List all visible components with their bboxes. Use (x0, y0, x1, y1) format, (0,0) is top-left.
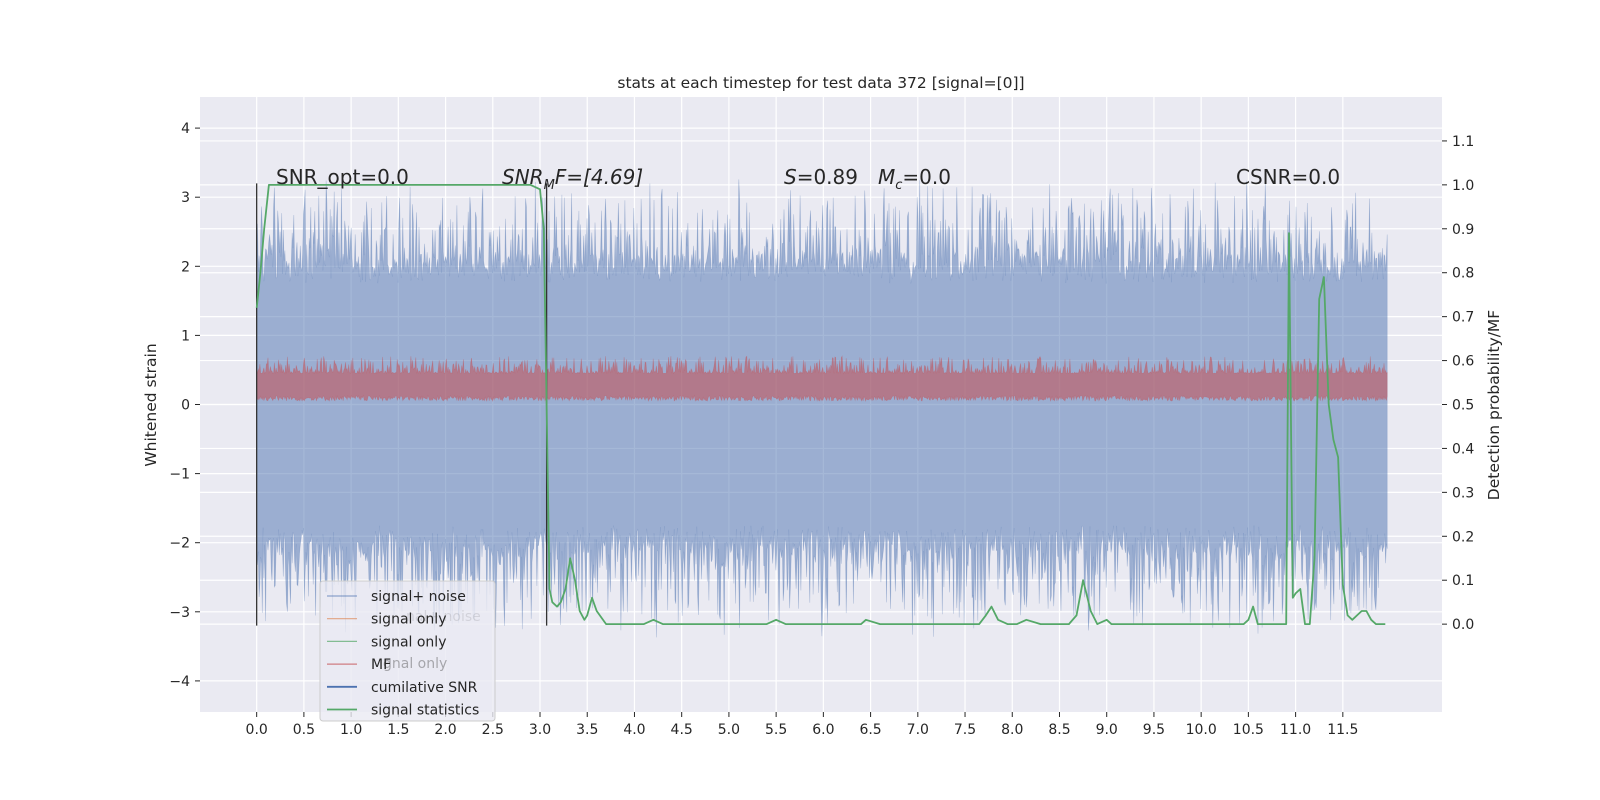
x-tick-label: 4.0 (623, 722, 645, 738)
annotation-mc-sub: c (895, 178, 902, 193)
y-axis-ticks: 4 3 2 1 0 −1 −2 −3 −4 (169, 121, 200, 690)
x-tick-label: 3.5 (576, 722, 598, 738)
legend-ghost-label-1: nal+ noise (406, 609, 481, 625)
y-tick-label: −3 (169, 605, 190, 621)
x-tick-label: 2.0 (434, 722, 456, 738)
annotation-snr-mf: SNRMF=[4.69] (502, 165, 643, 193)
series-lines (255, 183, 1386, 625)
annotations: SNR_opt=0.0 SNRMF=[4.69] S=0.89 Mc=0.0 C… (276, 165, 1340, 193)
legend-label: signal+ noise (371, 589, 466, 605)
x-tick-label: 5.5 (765, 722, 787, 738)
x-tick-label: 10.0 (1186, 722, 1217, 738)
y2-tick-label: 0.4 (1452, 441, 1474, 457)
annotation-mc-value: Mc=0.0 (878, 165, 951, 193)
x-tick-label: 7.0 (907, 722, 929, 738)
y2-tick-label: 0.1 (1452, 573, 1474, 589)
annotation-snr-mf-sub: M (544, 178, 555, 193)
chart-title: stats at each timestep for test data 372… (617, 74, 1024, 92)
annotation-s-main: S (784, 165, 797, 189)
legend-label: signal only (371, 634, 446, 650)
y2-tick-label: 0.9 (1452, 222, 1474, 238)
y-tick-label: −1 (169, 467, 190, 483)
x-tick-label: 11.5 (1327, 722, 1358, 738)
annotation-csnr: CSNR=0.0 (1236, 165, 1340, 189)
x-tick-label: 4.5 (671, 722, 693, 738)
y-tick-label: −4 (169, 674, 190, 690)
legend-label: signal only (371, 612, 446, 628)
y-tick-label: 2 (181, 259, 190, 275)
x-tick-label: 1.5 (387, 722, 409, 738)
x-tick-label: 1.0 (340, 722, 362, 738)
legend-label: signal statistics (371, 703, 479, 719)
y-tick-label: 3 (181, 190, 190, 206)
annotation-snr-opt: SNR_opt=0.0 (276, 165, 409, 189)
band-signal-noise (256, 179, 1388, 638)
x-axis-ticks: 0.0 0.5 1.0 1.5 2.0 2.5 3.0 3.5 4.0 4.5 5.0 5.5 6.0 6… (246, 712, 1358, 738)
y2-tick-label: 0.2 (1452, 529, 1474, 545)
legend-box (319, 580, 496, 722)
y2-axis-label: Detection probability/MF (1485, 310, 1503, 501)
x-tick-label: 5.0 (718, 722, 740, 738)
x-tick-label: 8.0 (1001, 722, 1023, 738)
x-tick-label: 6.0 (812, 722, 834, 738)
annotation-s-value: S=0.89 (784, 165, 858, 189)
y2-tick-label: 0.5 (1452, 398, 1474, 414)
annotation-snr-mf-main: SNR (502, 165, 544, 189)
y2-tick-label: 0.3 (1452, 485, 1474, 501)
annotation-s-rest: =0.89 (797, 165, 858, 189)
x-tick-label: 7.5 (954, 722, 976, 738)
legend-items: signal+ noise signal only signal only MF cum… (327, 589, 479, 719)
x-tick-label: 10.5 (1233, 722, 1264, 738)
annotation-snr-mf-rest: F=[4.69] (555, 165, 643, 189)
x-tick-label: 2.5 (482, 722, 504, 738)
band-mf (256, 355, 1388, 403)
y-tick-label: 4 (181, 121, 190, 137)
legend: nal+ noise gnal only signal+ noisesignal… (319, 580, 496, 722)
series-line-signal-statistics (255, 183, 1386, 625)
legend-label: cumilative SNR (371, 680, 478, 696)
x-tick-label: 6.5 (859, 722, 881, 738)
x-tick-label: 0.0 (246, 722, 268, 738)
annotation-mc-main: M (878, 165, 895, 189)
y2-tick-label: 0.6 (1452, 354, 1474, 370)
x-tick-label: 3.0 (529, 722, 551, 738)
x-tick-label: 9.0 (1096, 722, 1118, 738)
x-tick-label: 0.5 (293, 722, 315, 738)
data-bands (256, 179, 1388, 638)
y-tick-label: −2 (169, 536, 190, 552)
y-tick-label: 1 (181, 328, 190, 344)
y2-tick-label: 1.1 (1452, 134, 1474, 150)
y2-tick-label: 1.0 (1452, 178, 1474, 194)
x-tick-label: 8.5 (1048, 722, 1070, 738)
y2-tick-label: 0.0 (1452, 617, 1474, 633)
x-tick-label: 11.0 (1280, 722, 1311, 738)
annotation-mc-rest: =0.0 (902, 165, 951, 189)
legend-ghost-label-2: gnal only (383, 656, 447, 672)
y2-tick-label: 0.7 (1452, 310, 1474, 326)
y2-tick-label: 0.8 (1452, 266, 1474, 282)
y-tick-label: 0 (181, 398, 190, 414)
y2-axis-ticks: 1.1 1.0 0.9 0.8 0.7 0.6 0.5 0.4 0.3 0.2 0.1 0.0 (1442, 134, 1474, 633)
legend-label: MF (371, 657, 391, 673)
y-axis-label: Whitened strain (142, 343, 160, 466)
x-tick-label: 9.5 (1143, 722, 1165, 738)
